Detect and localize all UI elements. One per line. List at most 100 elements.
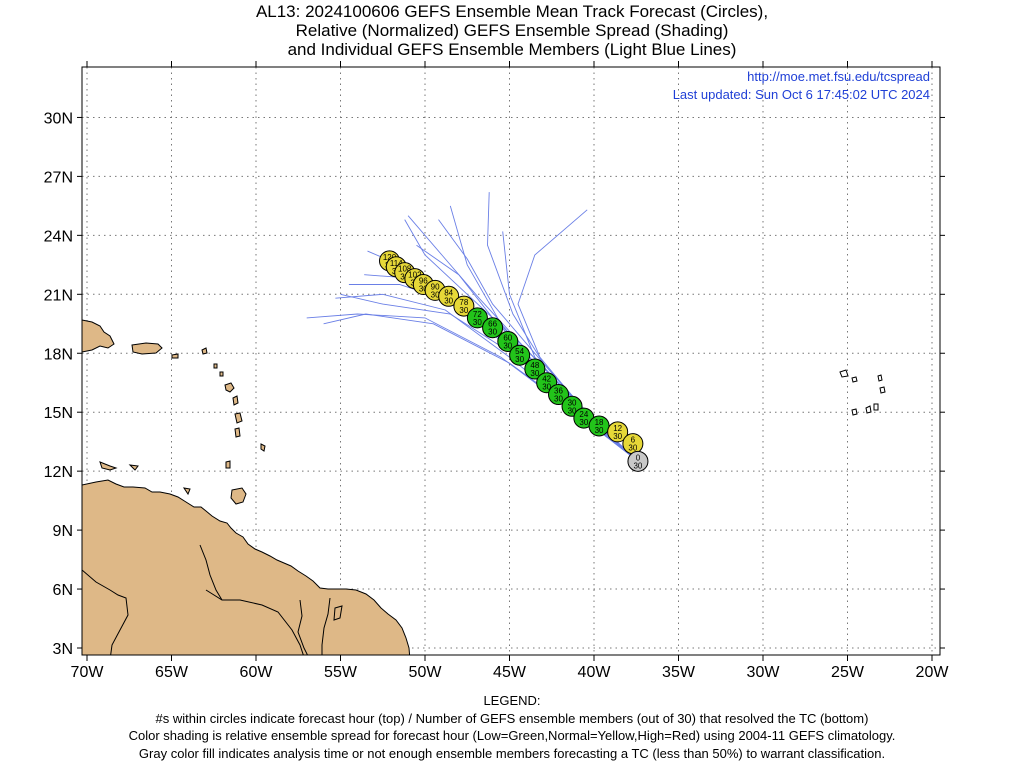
lon-label: 65W xyxy=(155,664,189,681)
legend-line-3: Gray color fill indicates analysis time … xyxy=(138,745,886,761)
track-hour-label: 102 xyxy=(408,271,422,280)
legend-line-1: #s within circles indicate forecast hour… xyxy=(155,710,869,726)
track-members-label: 30 xyxy=(554,395,563,404)
lon-label: 45W xyxy=(493,664,527,681)
land-south-america xyxy=(82,479,411,655)
track-hour-label: 90 xyxy=(431,282,440,291)
track-hour-label: 78 xyxy=(459,298,468,307)
last-updated: Last updated: Sun Oct 6 17:45:02 UTC 202… xyxy=(673,87,930,102)
track-circle xyxy=(438,285,460,307)
lon-label: 70W xyxy=(71,664,105,681)
lat-label: 6N xyxy=(53,582,73,599)
track-members-label: 30 xyxy=(595,426,604,435)
track-hour-label: 36 xyxy=(554,387,563,396)
lon-label: 35W xyxy=(662,664,696,681)
lat-label: 18N xyxy=(44,346,73,363)
lat-label: 9N xyxy=(53,523,73,540)
track-hour-label: 120 xyxy=(383,253,397,262)
track-members-label: 30 xyxy=(613,432,622,441)
track-members-label: 30 xyxy=(568,406,577,415)
track-members-label: 30 xyxy=(419,284,428,293)
track-hour-label: 42 xyxy=(542,375,551,384)
track-hour-label: 30 xyxy=(568,398,577,407)
land-borders xyxy=(82,544,343,655)
lon-label: 60W xyxy=(240,664,274,681)
track-members-label: 30 xyxy=(431,290,440,299)
land-barbados xyxy=(260,443,266,452)
lat-label: 30N xyxy=(44,110,73,127)
plot-frame xyxy=(81,66,941,656)
track-point: 630 xyxy=(622,433,644,455)
source-url[interactable]: http://moe.met.fsu.edu/tcspread xyxy=(747,69,930,84)
track-circle xyxy=(453,295,475,317)
lon-label: 25W xyxy=(831,664,865,681)
land-martinique xyxy=(234,412,243,424)
chart-title: AL13: 2024100606 GEFS Ensemble Mean Trac… xyxy=(0,2,1024,59)
legend-line-2: Color shading is relative ensemble sprea… xyxy=(128,728,896,743)
track-hour-label: 6 xyxy=(631,436,636,445)
lat-label: 3N xyxy=(53,641,73,658)
lat-label: 21N xyxy=(44,287,73,304)
land-layer xyxy=(82,319,886,655)
lat-label: 15N xyxy=(44,405,73,422)
track-hour-label: 0 xyxy=(636,453,641,462)
track-circle xyxy=(548,384,570,406)
track-circle xyxy=(497,330,519,352)
longitude-labels: 70W 65W 60W 55W 50W 45W 40W 35W 30W 25W 20W xyxy=(71,664,950,681)
track-hour-label: 114 xyxy=(390,259,403,268)
track-hour-label: 12 xyxy=(613,424,622,433)
lon-label: 40W xyxy=(578,664,612,681)
lon-label: 55W xyxy=(324,664,358,681)
axis-ticks xyxy=(77,61,945,661)
title-line-1: AL13: 2024100606 GEFS Ensemble Mean Trac… xyxy=(255,2,769,21)
track-members-label: 30 xyxy=(488,328,497,337)
lon-label: 30W xyxy=(747,664,781,681)
mean-track: 1203011430108301023096309030843078307230… xyxy=(379,250,649,472)
latitude-labels: 3N 6N 9N 12N 15N 18N 21N 24N 27N 30N xyxy=(44,110,73,658)
land-puerto-rico xyxy=(131,342,163,355)
track-circle xyxy=(524,358,546,380)
track-members-label: 30 xyxy=(628,444,637,453)
track-members-label: 30 xyxy=(444,296,453,305)
track-hour-label: 24 xyxy=(579,410,588,419)
title-line-2: Relative (Normalized) GEFS Ensemble Spre… xyxy=(295,21,729,40)
track-circle xyxy=(482,317,504,339)
track-members-label: 30 xyxy=(473,318,482,327)
track-circle xyxy=(607,421,629,443)
track-members-label: 30 xyxy=(459,306,468,315)
land-hispaniola xyxy=(82,319,115,353)
title-line-3: and Individual GEFS Ensemble Members (Li… xyxy=(287,40,737,59)
track-point: 030 xyxy=(627,450,649,472)
track-circle xyxy=(466,307,488,329)
track-members-label: 30 xyxy=(633,461,642,470)
legend: LEGEND: #s within circles indicate forec… xyxy=(0,692,1024,762)
land-small-islands xyxy=(99,347,224,496)
track-hour-label: 66 xyxy=(488,320,497,329)
lon-label: 20W xyxy=(916,664,950,681)
track-circle xyxy=(627,450,649,472)
track-hour-label: 48 xyxy=(530,361,539,370)
track-circle xyxy=(509,344,531,366)
lat-label: 27N xyxy=(44,169,73,186)
track-hour-label: 84 xyxy=(444,288,453,297)
land-grenada xyxy=(225,460,231,469)
track-hour-label: 108 xyxy=(398,265,412,274)
land-cape-verde xyxy=(839,369,886,416)
land-guadeloupe xyxy=(224,382,235,393)
track-members-label: 30 xyxy=(542,383,551,392)
track-members-label: 30 xyxy=(515,355,524,364)
land-trinidad xyxy=(230,487,247,505)
track-members-label: 30 xyxy=(503,341,512,350)
track-members-label: 30 xyxy=(579,418,588,427)
lat-label: 12N xyxy=(44,464,73,481)
